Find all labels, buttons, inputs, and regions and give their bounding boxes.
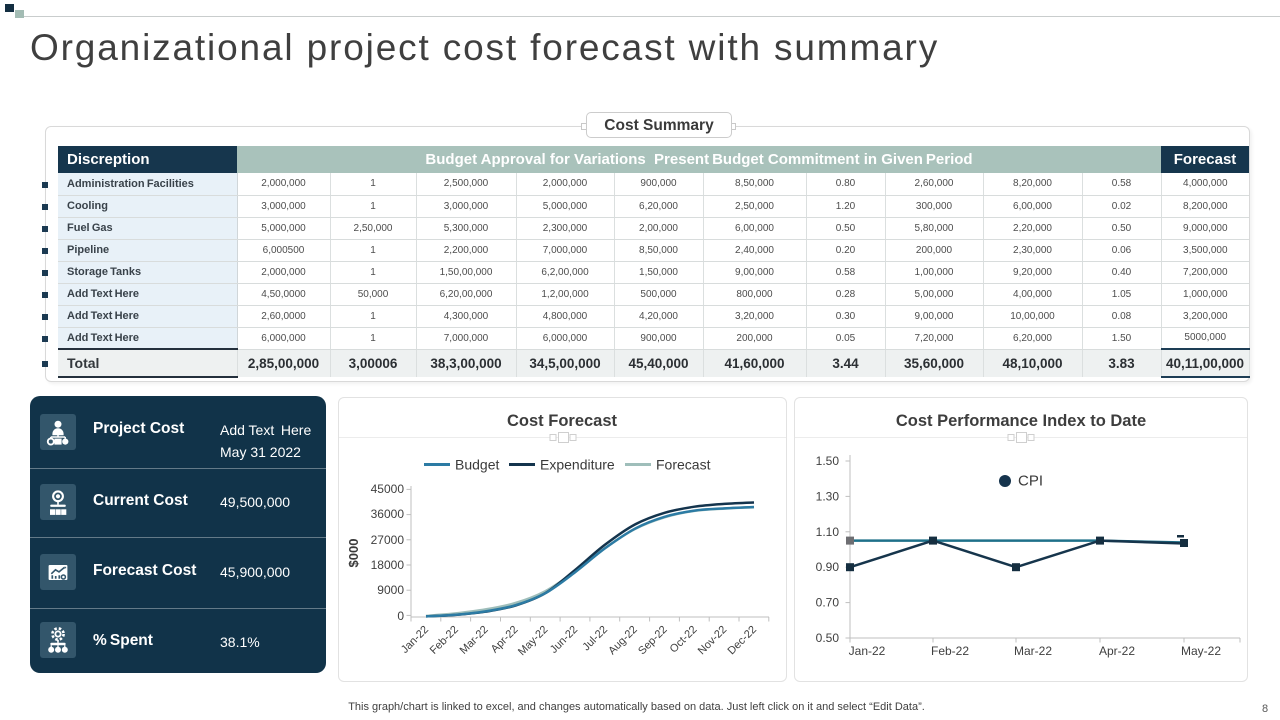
svg-text:Cost Performance Index to Date: Cost Performance Index to Date	[896, 412, 1146, 430]
svg-text:May-22: May-22	[516, 624, 550, 658]
svg-text:1.30: 1.30	[816, 489, 840, 503]
svg-text:1.50: 1.50	[816, 454, 840, 468]
svg-text:May-22: May-22	[1181, 644, 1221, 658]
svg-text:Sep-22: Sep-22	[636, 624, 670, 658]
svg-text:Budget: Budget	[455, 457, 499, 473]
svg-text:CPI: CPI	[1018, 473, 1043, 490]
svg-text:Apr-22: Apr-22	[1099, 644, 1135, 658]
svg-text:Cost Forecast: Cost Forecast	[507, 412, 618, 430]
svg-text:Jun-22: Jun-22	[548, 624, 580, 656]
svg-text:Mar-22: Mar-22	[458, 624, 491, 657]
svg-text:27000: 27000	[371, 533, 405, 547]
svg-text:Forecast: Forecast	[656, 457, 711, 473]
svg-text:0.90: 0.90	[816, 560, 840, 574]
svg-text:0.70: 0.70	[816, 596, 840, 610]
svg-text:36000: 36000	[371, 507, 405, 521]
svg-text:0.50: 0.50	[816, 631, 840, 645]
svg-text:Oct-22: Oct-22	[668, 624, 700, 656]
svg-text:1.10: 1.10	[816, 525, 840, 539]
svg-text:Nov-22: Nov-22	[696, 624, 730, 658]
svg-text:Mar-22: Mar-22	[1014, 644, 1052, 658]
svg-text:18000: 18000	[371, 558, 405, 572]
svg-text:Expenditure: Expenditure	[540, 457, 615, 473]
svg-text:Jan-22: Jan-22	[399, 624, 431, 656]
svg-text:Aug-22: Aug-22	[606, 624, 640, 658]
svg-text:0: 0	[397, 609, 404, 623]
svg-text:Dec-22: Dec-22	[726, 624, 760, 658]
svg-text:Feb-22: Feb-22	[428, 624, 461, 657]
svg-text:45000: 45000	[371, 482, 405, 496]
svg-text:9000: 9000	[377, 583, 404, 597]
svg-text:Jan-22: Jan-22	[849, 644, 886, 658]
svg-text:$000: $000	[346, 539, 361, 568]
svg-text:Feb-22: Feb-22	[931, 644, 969, 658]
